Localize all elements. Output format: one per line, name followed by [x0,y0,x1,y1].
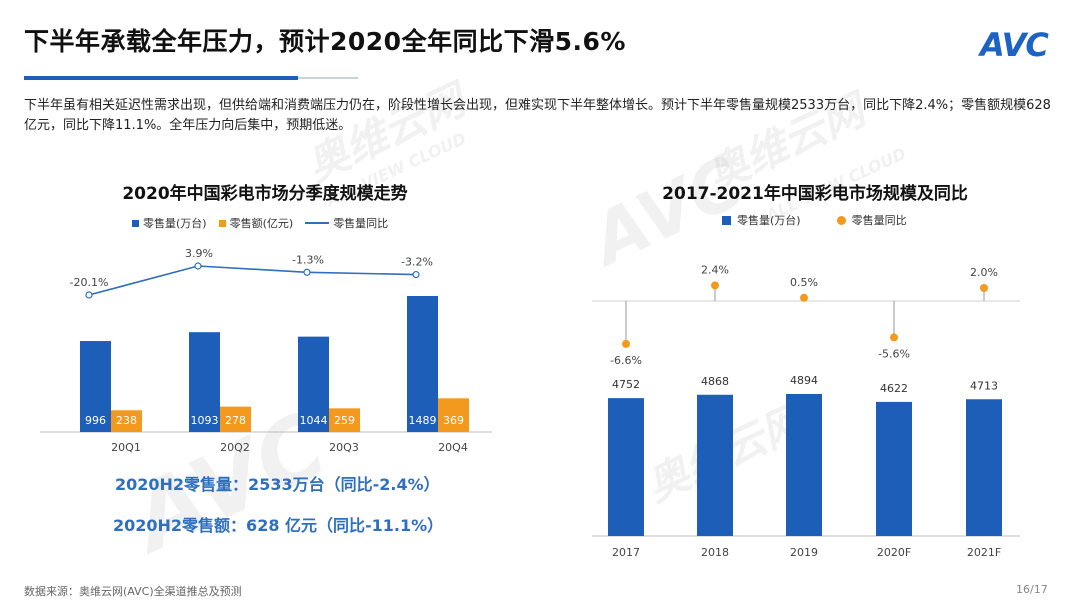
bar-revenue [438,398,469,432]
h2-revenue-summary: 2020H2零售额：628 亿元（同比-11.1%） [113,516,444,535]
bar-volume [189,332,220,432]
point-yoy [980,284,988,292]
data-label-volume: 4622 [880,382,908,395]
summary-text: 下半年虽有相关延迟性需求出现，但供给端和消费端压力仍在，阶段性增长会出现，但难实… [24,98,1051,133]
data-label-yoy: 3.9% [185,247,213,260]
legend-swatch [218,219,226,227]
bar-volume [697,394,733,536]
point-yoy [85,291,93,299]
tick-label-x: 20Q1 [111,441,141,454]
h2-volume-summary: 2020H2零售量：2533万台（同比-2.4%） [115,475,440,494]
data-label-revenue: 238 [116,414,137,427]
right-chart-legend: 零售量(万台) 零售量同比 [722,212,919,228]
data-label-volume: 1489 [409,414,437,427]
legend-swatch [132,219,139,227]
point-yoy [711,281,719,290]
legend-label: 零售量同比 [333,217,389,230]
data-label-yoy: 0.5% [790,276,818,289]
legend-item-volume: 零售量(万台) [132,215,207,231]
bar-volume [876,401,912,536]
page-title: 下半年承载全年压力，预计2020全年同比下滑5.6% [24,27,626,56]
bar-volume [407,296,438,432]
data-label-volume: 1093 [191,414,219,427]
title-underline-tail [298,77,358,79]
bar-volume [298,336,329,432]
legend-swatch [722,215,731,225]
point-yoy [303,268,311,276]
point-yoy [412,270,420,279]
bar-revenue [111,410,142,432]
tick-label-x: 20Q3 [329,441,359,454]
point-yoy [194,262,202,270]
left-chart-title: 2020年中国彩电市场分季度规模走势 [122,184,408,204]
legend-item-volume: 零售量(万台) [722,212,801,228]
data-label-volume: 996 [85,414,106,427]
tick-label-x: 2020F [877,546,911,559]
tick-label-x: 2018 [701,546,729,559]
avc-logo: AVC [980,26,1049,64]
data-source: 数据来源：奥维云网(AVC)全渠道推总及预测 [24,585,242,598]
data-label-revenue: 259 [334,414,355,427]
legend-swatch [836,215,846,225]
title-underline [24,76,298,80]
right-chart: 4752 2017 -6.6% 4868 2018 2.4% 4894 2019 0.5% 462… [592,263,1020,559]
legend-label: 零售额(亿元) [229,217,294,230]
data-label-volume: 4713 [970,379,998,392]
bar-revenue [329,408,360,432]
legend-label: 零售量(万台) [737,214,801,227]
data-label-volume: 1044 [300,414,328,427]
point-yoy [622,339,630,348]
tick-label-x: 20Q2 [220,441,250,454]
legend-item-revenue: 零售额(亿元) [218,215,294,231]
legend-item-yoy: 零售量同比 [305,215,388,231]
tick-label-x: 2021F [967,546,1001,559]
data-label-yoy: 2.4% [701,263,729,276]
tick-label-x: 2017 [612,546,640,559]
legend-item-yoy: 零售量同比 [836,212,907,228]
tick-label-x: 20Q4 [438,441,468,454]
data-label-yoy: -5.6% [878,347,910,360]
bar-volume [608,398,644,536]
legend-label: 零售量同比 [851,214,907,227]
page-number: 16/17 [1016,583,1048,596]
bar-revenue [220,406,251,432]
bar-volume [786,394,822,536]
left-chart: 996 238 20Q1 1093 278 20Q2 1044 259 20Q3 1489 369 2… [40,247,492,454]
data-label-volume: 4868 [701,375,729,388]
data-label-yoy: 2.0% [970,266,998,279]
bar-volume [966,399,1002,536]
line-yoy [88,265,417,296]
point-yoy [800,293,808,302]
tick-label-x: 2019 [790,546,818,559]
right-chart-title: 2017-2021年中国彩电市场规模及同比 [662,184,968,204]
data-label-volume: 4752 [612,378,640,391]
data-label-revenue: 278 [225,414,246,427]
legend-label: 零售量(万台) [143,217,207,230]
data-label-volume: 4894 [790,374,818,387]
data-label-yoy: -1.3% [292,253,324,266]
left-chart-legend: 零售量(万台) 零售额(亿元) 零售量同比 [132,215,400,231]
legend-swatch [305,222,330,224]
point-yoy [890,333,898,342]
data-label-yoy: -6.6% [610,354,642,367]
data-label-yoy: -3.2% [401,256,433,269]
data-label-revenue: 369 [443,414,464,427]
bar-volume [80,341,111,432]
data-label-yoy: -20.1% [70,276,109,289]
